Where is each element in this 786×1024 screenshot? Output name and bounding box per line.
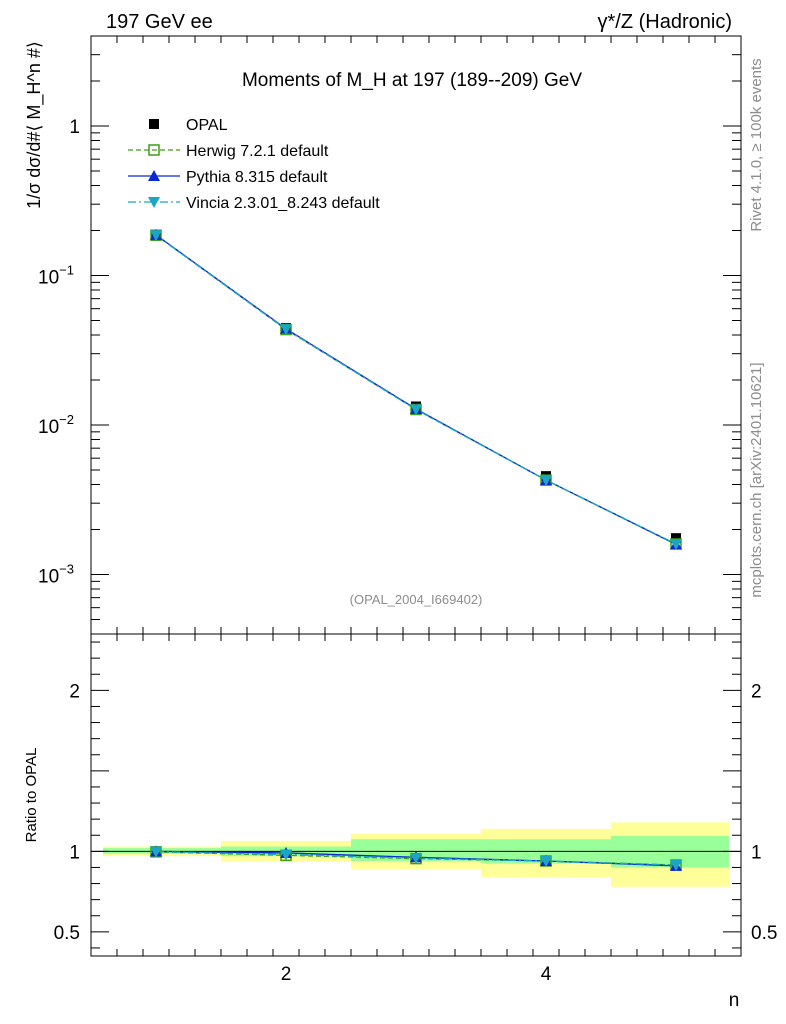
pythia-main-line xyxy=(155,234,677,545)
ratio-y-tick-label: 0.5 xyxy=(54,923,80,944)
legend-marker-pythia xyxy=(148,170,160,181)
x-axis-label: n xyxy=(729,990,740,1011)
y-tick-label: 10−2 xyxy=(38,412,74,438)
legend-label-vincia: Vincia 2.3.01_8.243 default xyxy=(186,195,380,212)
vincia-main-point xyxy=(150,230,162,242)
process-label-left: 197 GeV ee xyxy=(106,11,213,33)
main-y-axis-label: 1/σ dσ/d#⟨ M_H^n #⟩ xyxy=(24,41,45,209)
x-tick-label: 2 xyxy=(281,964,292,985)
legend-label-herwig: Herwig 7.2.1 default xyxy=(186,143,329,160)
legend-marker-vincia xyxy=(148,197,160,208)
legend-marker-opal xyxy=(149,119,159,129)
herwig-main-line xyxy=(155,234,677,545)
vincia-main-point xyxy=(280,324,292,336)
process-label-right: γ*/Z (Hadronic) xyxy=(598,11,732,33)
y-tick-label: 10−1 xyxy=(38,263,74,289)
rivet-label: Rivet 4.1.0, ≥ 100k events xyxy=(748,58,765,231)
vincia-ratio-point xyxy=(410,853,422,865)
ratio-y-tick-label-right: 0.5 xyxy=(751,923,777,944)
legend-marker-herwig xyxy=(148,144,160,156)
analysis-tag: (OPAL_2004_I669402) xyxy=(350,592,483,607)
ratio-y-tick-label-right: 1 xyxy=(751,842,762,863)
vincia-ratio-point xyxy=(540,856,552,868)
vincia-main-point xyxy=(410,404,422,416)
chart-title: Moments of M_H at 197 (189--209) GeV xyxy=(242,70,582,91)
ratio-y-tick-label-right: 2 xyxy=(751,681,762,702)
opal-main-point xyxy=(671,533,681,544)
ratio-plot-frame xyxy=(90,633,742,957)
mcplots-label: mcplots.cern.ch [arXiv:2401.10621] xyxy=(748,362,765,597)
vincia-main-point xyxy=(540,475,552,487)
legend-label-opal: OPAL xyxy=(186,117,228,134)
legend-label-pythia: Pythia 8.315 default xyxy=(186,169,328,186)
vincia-ratio-point xyxy=(670,860,682,872)
ratio-y-axis-label: Ratio to OPAL xyxy=(23,748,40,843)
x-tick-label: 4 xyxy=(541,964,552,985)
y-tick-label: 10−3 xyxy=(38,562,74,588)
vincia-main-point xyxy=(670,538,682,550)
ratio-y-tick-label: 1 xyxy=(69,842,80,863)
y-tick-label: 1 xyxy=(69,117,80,138)
vincia-main-line xyxy=(155,234,677,545)
vincia-ratio-point xyxy=(150,846,162,858)
vincia-ratio-point xyxy=(280,849,292,861)
ratio-y-tick-label: 2 xyxy=(69,681,80,702)
